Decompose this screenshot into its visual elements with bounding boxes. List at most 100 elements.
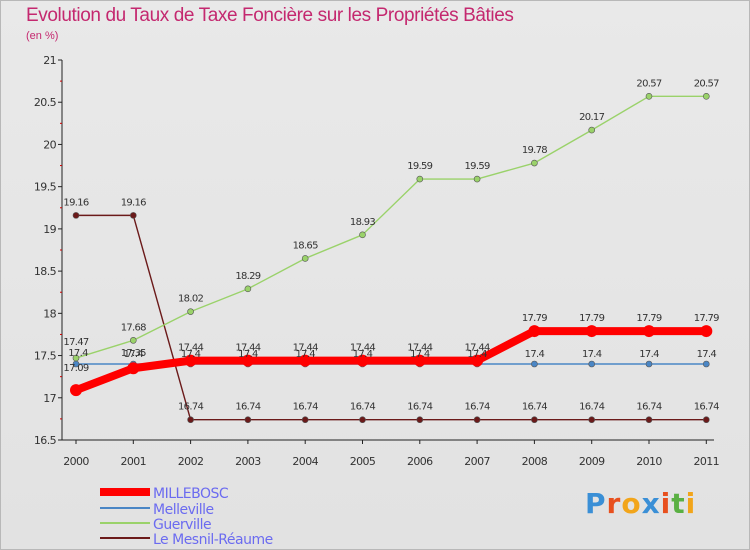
series-line [76,214,707,421]
data-point [241,354,254,367]
data-label: 17.44 [465,343,490,354]
data-point [72,360,80,368]
series-line [74,327,707,394]
data-point [416,416,424,424]
data-label: 17.4 [525,349,545,360]
y-tick-label: 17 [43,392,56,405]
x-tick-label: 2010 [636,455,662,468]
data-point [702,93,710,100]
data-point [130,212,137,219]
x-tick-label: 2004 [292,455,318,468]
data-label: 16.74 [636,402,661,413]
data-label: 17.4 [582,349,602,360]
series-guerville [72,93,710,362]
data-label: 19.78 [522,145,547,156]
data-label: 16.74 [465,402,490,413]
data-label: 18.65 [293,240,318,251]
data-label: 19.16 [121,197,146,208]
data-label: 17.4 [68,348,88,359]
data-labels: 17.09 17.35 17.44 17.44 17.44 17.44 17.44 17.44… [63,78,719,412]
data-point [359,231,366,239]
data-label: 17.4 [295,349,315,360]
data-label: 18.29 [235,271,260,282]
data-label: 17.4 [697,349,717,360]
data-point [356,354,369,367]
data-label: 17.44 [235,343,260,354]
data-label: 17.4 [181,349,201,360]
series-line [75,95,707,359]
data-label: 17.79 [636,313,661,324]
x-tick-label: 2008 [522,455,548,468]
x-tick-label: 2009 [579,455,605,468]
data-point [473,175,481,183]
logo-letter: P [585,487,607,520]
x-tick-label: 2007 [464,455,490,468]
x-tick-label: 2001 [120,455,146,468]
data-point [588,360,596,368]
proxiti-logo: Proxiti [585,487,696,520]
y-tick-label: 20.5 [34,96,57,109]
data-label: 20.57 [636,78,661,89]
data-point [416,175,424,183]
data-point [301,416,309,424]
data-label: 18.02 [178,294,203,305]
logo-letter: r [606,487,622,520]
x-tick-label: 2005 [350,455,376,468]
data-label: 16.74 [293,402,318,413]
data-point [588,416,596,424]
y-tick-label: 19 [43,223,56,236]
chart-title: Evolution du Taux de Taxe Foncière sur l… [26,5,514,26]
data-label: 17.47 [63,337,88,348]
data-label: 17.4 [639,349,659,360]
chart-subtitle: (en %) [26,30,59,42]
data-label: 20.17 [579,112,604,123]
x-tick-label: 2003 [235,455,261,468]
data-label: 20.57 [694,78,719,89]
data-label: 19.16 [63,197,88,208]
data-label: 17.44 [407,343,432,354]
data-point [299,354,312,367]
logo-letter: i [660,487,672,520]
data-label: 17.44 [178,343,203,354]
data-point [127,362,140,375]
data-point [413,354,426,367]
data-point [471,354,484,367]
data-label: 18.93 [350,217,375,228]
y-tick-label: 18 [43,307,56,320]
data-point [702,360,710,368]
data-point [130,337,137,344]
data-point [588,126,596,134]
data-point [244,285,252,293]
data-label: 16.74 [522,402,547,413]
data-point [528,325,541,338]
data-point [184,354,197,367]
data-point [70,384,82,397]
data-label: 16.74 [694,402,719,413]
y-tick-label: 19.5 [34,181,57,194]
data-point [702,416,710,424]
data-label: 17.35 [121,348,146,359]
data-point [645,360,653,368]
data-label: 17.4 [467,349,487,360]
data-point [700,325,713,338]
legend-label: Le Mesnil-Réaume [153,532,273,548]
data-point [187,308,194,315]
data-point [244,416,252,424]
x-tick-label: 2002 [178,455,204,468]
data-label: 19.59 [465,161,490,172]
data-label: 16.74 [235,402,260,413]
data-label: 17.44 [350,343,375,354]
y-tick-label: 16.5 [34,434,57,447]
data-point [531,159,538,167]
data-label: 17.79 [522,313,547,324]
y-tick-label: 20 [43,138,56,151]
series-millebosc [70,325,713,397]
legend-label: MILLEBOSC [153,486,229,502]
data-label: 16.74 [178,402,203,413]
data-label: 16.74 [350,402,375,413]
data-point [187,416,194,424]
logo-letter: i [685,487,697,520]
